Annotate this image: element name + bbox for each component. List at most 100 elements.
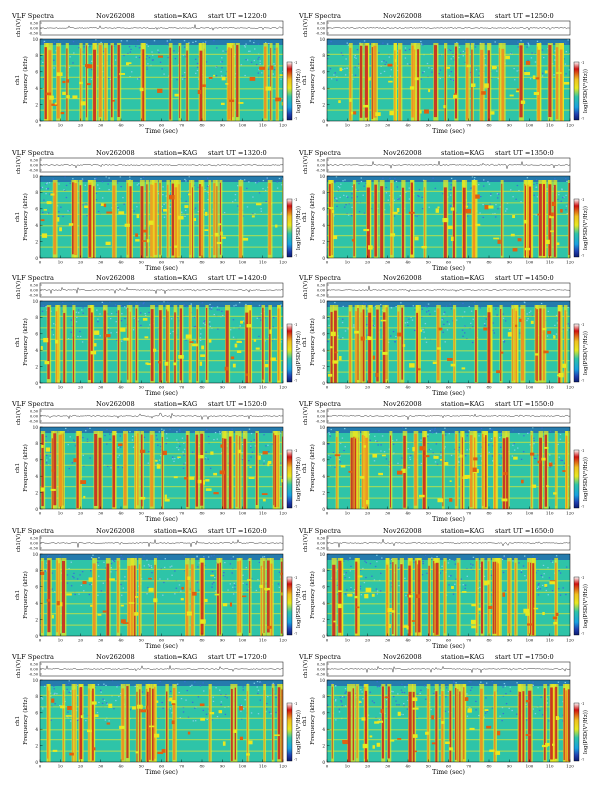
energy-patch [555, 716, 560, 720]
speckle [395, 335, 397, 338]
energy-patch [218, 710, 223, 714]
energy-patch [435, 208, 439, 213]
energy-patch [200, 619, 206, 624]
speckle [47, 187, 49, 190]
sferic-core [522, 691, 525, 762]
speckle [394, 178, 396, 180]
colorbar-tick-label: -7 [581, 254, 584, 258]
freq-band [327, 739, 570, 741]
speckle [258, 192, 261, 194]
speckle [549, 466, 551, 468]
sferic-core [149, 687, 151, 760]
speckle [413, 561, 415, 563]
waveform-trace [326, 665, 571, 674]
energy-patch [119, 327, 126, 332]
speckle [183, 71, 186, 74]
sferic-core [480, 688, 483, 761]
time-tick-label: 90 [220, 123, 226, 128]
energy-patch [65, 79, 70, 83]
speckle [103, 683, 105, 685]
speckle [455, 212, 458, 214]
speckle [146, 43, 148, 45]
time-axis-label: Time (sec) [432, 265, 465, 272]
energy-patch [390, 233, 396, 237]
speckle [281, 184, 283, 186]
speckle [484, 558, 486, 560]
sferic-core [568, 183, 570, 256]
speckle [501, 431, 503, 434]
speckle [120, 304, 123, 307]
speckle [554, 178, 556, 180]
energy-patch [509, 94, 514, 97]
energy-patch [148, 220, 154, 225]
speckle [565, 178, 567, 180]
speckle [73, 577, 75, 579]
sferic-core [249, 561, 251, 634]
speckle [153, 40, 156, 42]
speckle [184, 77, 186, 79]
speckle [224, 695, 226, 698]
speckle [382, 42, 384, 44]
sferic-core [126, 182, 129, 255]
energy-patch [51, 103, 58, 106]
sferic-core [417, 49, 420, 121]
speckle [81, 309, 83, 311]
speckle [347, 44, 350, 46]
speckle [79, 335, 82, 338]
speckle [405, 594, 407, 597]
speckle [178, 428, 181, 431]
energy-patch [41, 233, 48, 238]
speckle [52, 334, 55, 336]
sferic-core [98, 437, 102, 509]
energy-patch [546, 239, 550, 245]
energy-patch [496, 370, 502, 374]
speckle [85, 720, 87, 722]
energy-patch [197, 479, 202, 484]
sferic-core [232, 45, 234, 118]
speckle [133, 210, 135, 212]
sferic-core [264, 46, 267, 119]
freq-tick-label: 6 [35, 711, 38, 716]
freq-band [327, 729, 570, 731]
speckle [509, 306, 512, 308]
sferic-core [387, 686, 390, 759]
time-tick-label: 0 [39, 638, 42, 643]
ch-tick-label: 0.30 [317, 663, 326, 667]
speckle [161, 428, 163, 430]
speckle [46, 555, 49, 558]
energy-patch [229, 99, 235, 102]
speckle [366, 334, 368, 336]
speckle [110, 567, 112, 569]
energy-patch [450, 236, 454, 242]
speckle [532, 555, 534, 557]
speckle [184, 178, 186, 181]
speckle [450, 454, 453, 456]
energy-patch [507, 332, 512, 337]
freq-band [40, 613, 283, 615]
speckle [516, 70, 518, 72]
energy-patch [484, 580, 488, 586]
speckle [443, 311, 446, 313]
speckle [461, 329, 464, 331]
speckle [147, 45, 149, 47]
speckle [114, 304, 117, 306]
sferic-core [186, 434, 189, 507]
ch-tick-label: 0.30 [317, 159, 326, 163]
speckle [528, 45, 530, 47]
speckle [179, 430, 181, 432]
speckle [129, 76, 131, 78]
spectrogram [40, 176, 285, 258]
energy-patch [441, 721, 445, 724]
speckle [517, 46, 520, 48]
speckle [549, 430, 552, 432]
sferic-core [284, 183, 285, 255]
speckle [393, 452, 395, 454]
speckle [82, 179, 84, 181]
speckle [159, 680, 161, 683]
speckle [550, 558, 552, 560]
speckle [242, 689, 244, 691]
energy-patch [363, 445, 367, 448]
speckle [58, 704, 61, 707]
speckle [148, 566, 151, 568]
speckle [175, 587, 178, 589]
